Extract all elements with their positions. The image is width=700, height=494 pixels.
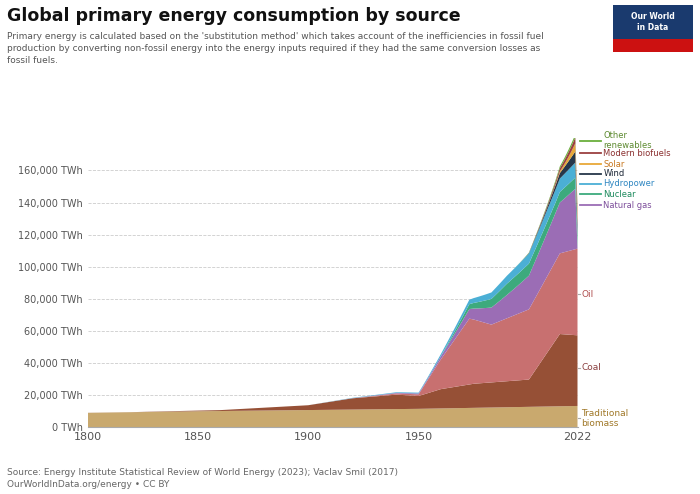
Text: Wind: Wind	[603, 169, 624, 178]
Text: Primary energy is calculated based on the 'substitution method' which takes acco: Primary energy is calculated based on th…	[7, 32, 544, 65]
Text: Modern biofuels: Modern biofuels	[603, 149, 671, 158]
Text: Other
renewables: Other renewables	[603, 131, 652, 150]
Bar	[612, 39, 693, 52]
Text: Our World
in Data: Our World in Data	[631, 12, 675, 32]
Bar	[612, 5, 693, 39]
Text: Source: Energy Institute Statistical Review of World Energy (2023); Vaclav Smil : Source: Energy Institute Statistical Rev…	[7, 468, 398, 489]
Text: Coal: Coal	[581, 364, 601, 372]
Text: Solar: Solar	[603, 160, 625, 168]
Text: Hydropower: Hydropower	[603, 179, 654, 188]
Text: Oil: Oil	[581, 289, 594, 298]
Text: Traditional
biomass: Traditional biomass	[581, 409, 629, 428]
Text: Global primary energy consumption by source: Global primary energy consumption by sou…	[7, 7, 461, 25]
Text: Natural gas: Natural gas	[603, 201, 652, 209]
Text: Nuclear: Nuclear	[603, 190, 636, 199]
